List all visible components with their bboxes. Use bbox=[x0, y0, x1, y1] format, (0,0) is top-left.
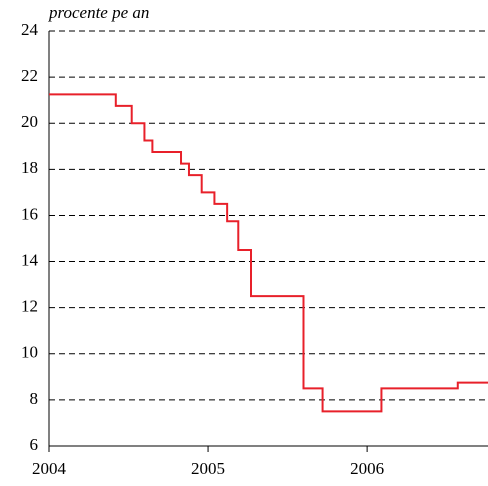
y-tick-label: 10 bbox=[21, 343, 38, 362]
y-tick-label: 6 bbox=[30, 435, 39, 454]
x-tick-label: 2005 bbox=[191, 459, 225, 478]
x-tick-label: 2006 bbox=[350, 459, 384, 478]
y-tick-label: 16 bbox=[21, 204, 38, 223]
y-tick-label: 20 bbox=[21, 112, 38, 131]
y-axis-label: procente pe an bbox=[48, 3, 149, 22]
y-tick-label: 12 bbox=[21, 297, 38, 316]
y-tick-label: 24 bbox=[21, 20, 39, 39]
y-tick-label: 8 bbox=[30, 389, 39, 408]
y-tick-label: 14 bbox=[21, 250, 39, 269]
y-tick-label: 18 bbox=[21, 158, 38, 177]
x-tick-label: 2004 bbox=[32, 459, 67, 478]
data-line bbox=[49, 93, 488, 413]
y-tick-label: 22 bbox=[21, 66, 38, 85]
